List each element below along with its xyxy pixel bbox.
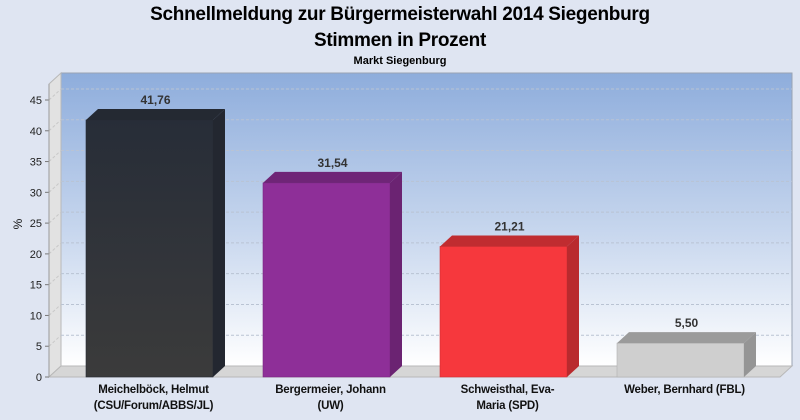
chart-title: Schnellmeldung zur Bürgermeisterwahl 201… [150,4,650,25]
gridline-side [48,334,62,347]
gridline-side [48,180,62,193]
bar-front [439,246,568,378]
gridline-side [48,119,62,132]
gridline-side [48,273,62,286]
bar-side [744,332,756,377]
chart-subtitle: Stimmen in Prozent [314,30,486,51]
bar-top [86,108,225,120]
bar-top [617,332,756,344]
bar-front [616,342,745,378]
bar-value-label: 21,21 [494,219,524,233]
x-tick-label: Weber, Bernhard (FBL) [624,384,745,396]
y-tick-label: 20 [30,249,42,261]
y-tick-label: 40 [30,126,42,138]
bar-value-label: 41,76 [140,93,170,107]
gridline-side [48,304,62,316]
y-tick-label: 5 [36,341,42,353]
bar-side [213,108,225,377]
y-tick-label: 0 [36,372,42,384]
bar-side [567,235,579,377]
y-tick-label: 35 [30,157,42,169]
x-tick-label: Schweisthal, Eva- Maria (SPD) [460,384,555,412]
y-tick-label: 45 [30,95,42,107]
bar: 41,76 [85,93,225,378]
bar: 21,21 [439,219,579,378]
bar-top [440,235,579,247]
y-tick-label: 25 [30,218,42,230]
gridline-side [48,88,62,101]
bar-top [263,171,402,183]
gridline-side [48,150,62,162]
bar-side [390,171,402,377]
gridline-side [48,242,62,255]
chart-caption: Markt Siegenburg [353,55,447,67]
bar-value-label: 31,54 [317,156,347,170]
bar-front [85,119,214,378]
bar: 5,50 [616,316,756,378]
x-tick-label: Bergermeier, Johann (UW) [275,384,386,412]
bar-front [262,182,391,378]
bar: 31,54 [262,156,402,378]
gridline-side [48,211,62,224]
y-axis-label: % [11,218,25,229]
y-tick-label: 30 [30,187,42,199]
y-tick-label: 10 [30,310,42,322]
y-tick-label: 15 [30,280,42,292]
bar-value-label: 5,50 [675,316,699,330]
plot-side-wall [48,71,62,379]
x-tick-label: Meichelböck, Helmut (CSU/Forum/ABBS/JL) [93,384,214,412]
